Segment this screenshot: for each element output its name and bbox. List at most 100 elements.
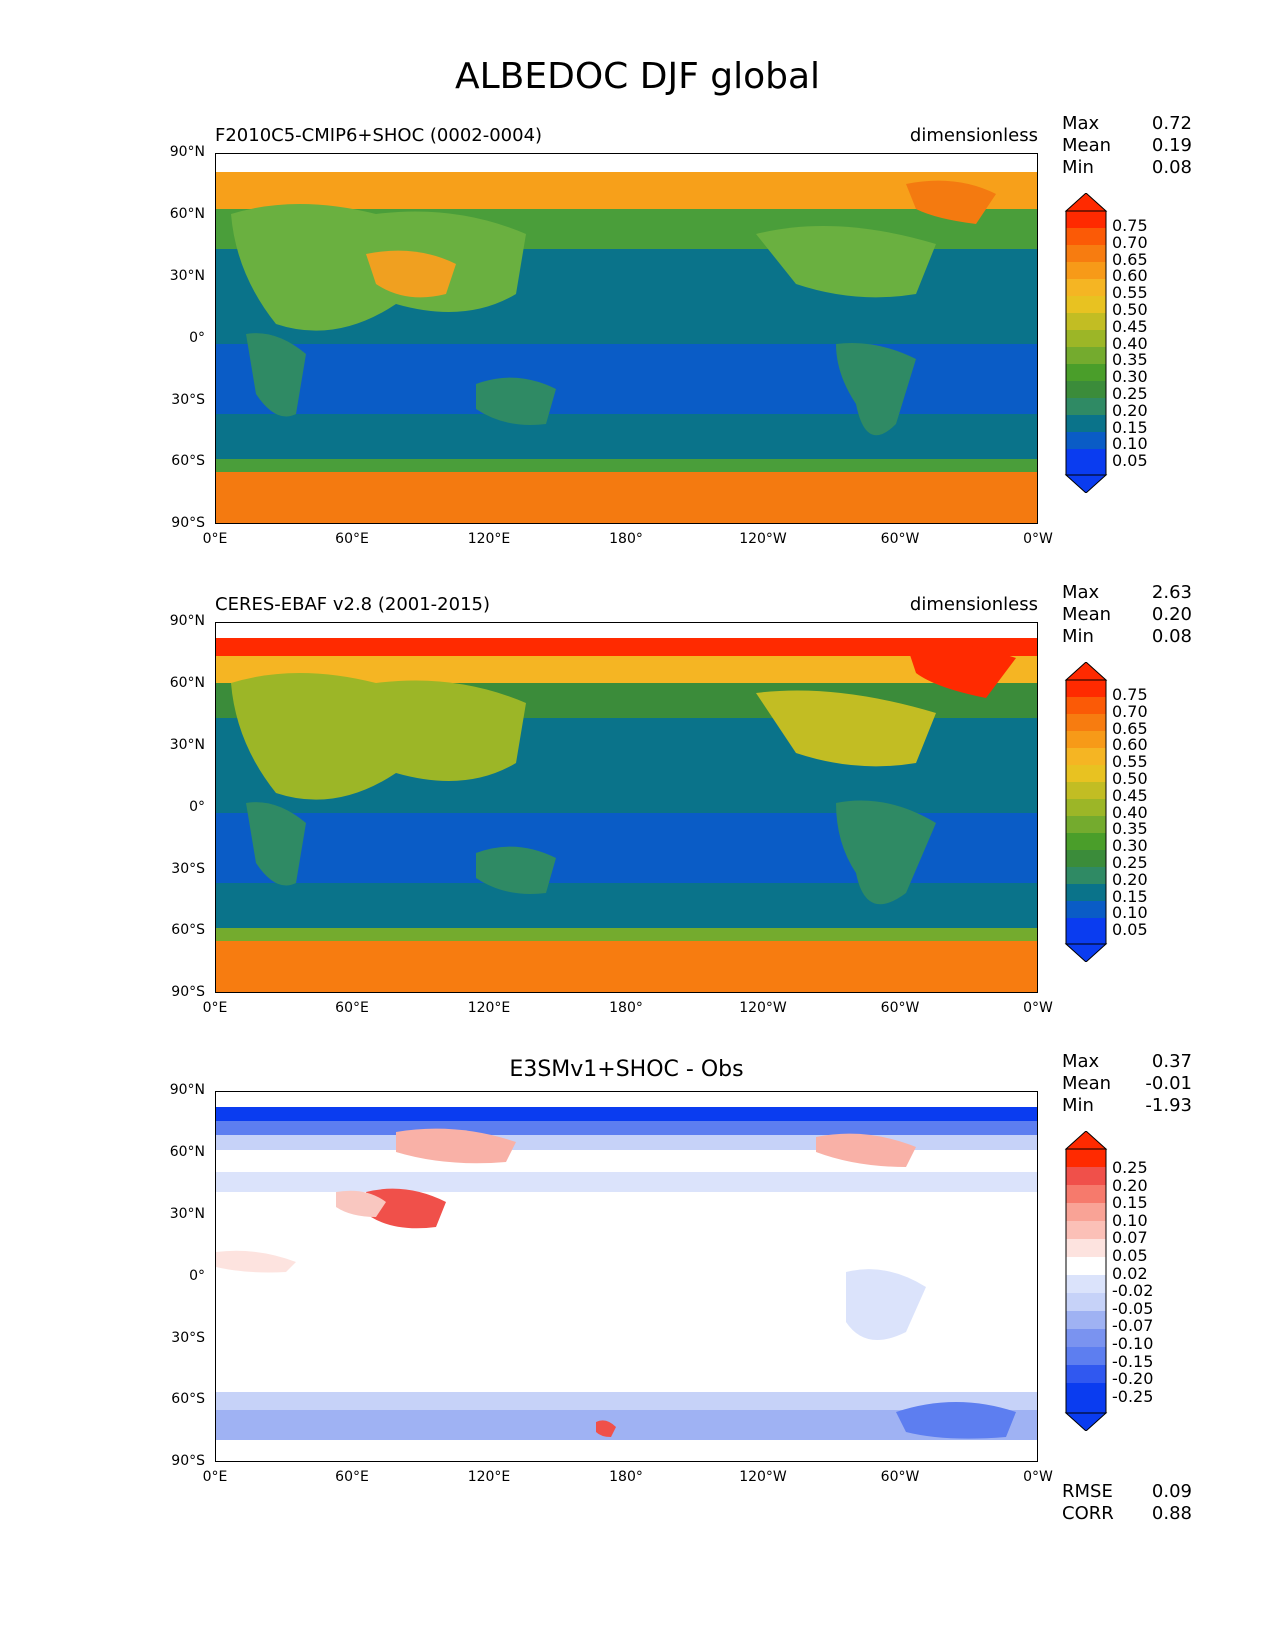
- min-label: Min: [1062, 626, 1094, 647]
- colorbar-labels: 0.75 0.70 0.65 0.60 0.55 0.50 0.45 0.40 …: [1112, 685, 1148, 940]
- y-tick: 0°: [189, 799, 205, 815]
- colorbar-label: -0.07: [1112, 1316, 1154, 1336]
- map-svg: [216, 154, 1037, 523]
- colorbar-label: 0.02: [1112, 1263, 1148, 1283]
- x-tick: 0°E: [202, 1000, 228, 1016]
- x-tick: 120°E: [467, 531, 511, 547]
- colorbar-label: 0.35: [1112, 819, 1148, 839]
- min-label: Min: [1062, 1095, 1094, 1116]
- colorbar-label: 0.25: [1112, 852, 1148, 872]
- x-tick: 120°W: [739, 1469, 787, 1485]
- y-tick: 0°: [189, 330, 205, 346]
- y-tick: 30°N: [169, 268, 205, 284]
- corr-value: 0.88: [1151, 1503, 1192, 1524]
- stats-box: Max 0.37 Mean -0.01 Min -1.93: [1062, 1051, 1192, 1117]
- colorbar-label: 0.10: [1112, 903, 1148, 923]
- y-tick: 90°N: [169, 613, 205, 629]
- y-tick: 90°N: [169, 1082, 205, 1098]
- mean-value: -0.01: [1145, 1073, 1192, 1094]
- panel-title: E3SMv1+SHOC - Obs: [509, 1057, 744, 1082]
- colorbar-label: 0.50: [1112, 768, 1148, 788]
- y-tick: 90°S: [171, 984, 205, 1000]
- stats-box: Max 2.63 Mean 0.20 Min 0.08: [1062, 582, 1192, 648]
- map-observation: [215, 622, 1038, 993]
- x-tick: 120°W: [739, 1000, 787, 1016]
- corr-label: CORR: [1062, 1503, 1114, 1524]
- rmse-label: RMSE: [1062, 1481, 1113, 1502]
- colorbar-label: 0.10: [1112, 1210, 1148, 1230]
- max-value: 2.63: [1151, 582, 1192, 603]
- colorbar-labels: 0.75 0.70 0.65 0.60 0.55 0.50 0.45 0.40 …: [1112, 216, 1148, 470]
- colorbar-label: -0.05: [1112, 1298, 1154, 1318]
- colorbar-label: 0.65: [1112, 718, 1148, 738]
- x-tick: 120°W: [739, 531, 787, 547]
- colorbar-label: 0.15: [1112, 1193, 1148, 1213]
- x-tick: 60°W: [880, 1469, 920, 1485]
- y-tick: 30°N: [169, 1206, 205, 1222]
- y-tick: 60°N: [169, 1144, 205, 1160]
- x-tick: 180°: [609, 531, 643, 547]
- x-tick: 60°W: [880, 531, 920, 547]
- panel-units: dimensionless: [909, 125, 1038, 146]
- colorbar-label: 0.15: [1112, 886, 1148, 906]
- colorbar-label: 0.25: [1112, 383, 1148, 403]
- colorbar-label: 0.45: [1112, 785, 1148, 805]
- colorbar-label: 0.35: [1112, 350, 1148, 370]
- colorbar-label: 0.05: [1112, 1245, 1148, 1265]
- y-tick: 30°S: [171, 392, 205, 408]
- mean-label: Mean: [1062, 135, 1112, 156]
- max-label: Max: [1062, 113, 1100, 134]
- colorbar: 0.75 0.70 0.65 0.60 0.55 0.50 0.45 0.40 …: [1062, 661, 1212, 963]
- y-tick: 30°S: [171, 1330, 205, 1346]
- y-tick: 60°N: [169, 675, 205, 691]
- x-tick: 0°W: [1023, 1469, 1053, 1485]
- x-tick: 120°E: [467, 1469, 511, 1485]
- map-svg: [216, 623, 1037, 992]
- min-label: Min: [1062, 157, 1094, 178]
- y-tick: 90°S: [171, 1453, 205, 1469]
- y-tick: 90°S: [171, 515, 205, 531]
- x-tick: 60°E: [335, 1469, 369, 1485]
- colorbar-label: 0.45: [1112, 316, 1148, 336]
- colorbar-label: 0.65: [1112, 249, 1148, 269]
- max-label: Max: [1062, 1051, 1100, 1072]
- colorbar-label: 0.75: [1112, 216, 1148, 235]
- rmse-value: 0.09: [1151, 1481, 1192, 1502]
- colorbar-label: 0.60: [1112, 266, 1148, 286]
- mean-label: Mean: [1062, 604, 1112, 625]
- mean-value: 0.19: [1151, 135, 1192, 156]
- colorbar-label: 0.60: [1112, 735, 1148, 755]
- colorbar-labels: 0.25 0.20 0.15 0.10 0.07 0.05 0.02 -0.02…: [1112, 1159, 1153, 1405]
- y-tick: 60°N: [169, 206, 205, 222]
- colorbar-label: 0.40: [1112, 333, 1148, 353]
- colorbar-label: 0.40: [1112, 802, 1148, 822]
- max-label: Max: [1062, 582, 1100, 603]
- colorbar-label: 0.50: [1112, 299, 1148, 319]
- colorbar-label: 0.15: [1112, 417, 1148, 437]
- min-value: 0.08: [1151, 157, 1192, 178]
- colorbar-label: 0.75: [1112, 685, 1148, 704]
- colorbar-svg: [1064, 1130, 1108, 1432]
- x-tick: 180°: [609, 1469, 643, 1485]
- colorbar-label: 0.05: [1112, 920, 1148, 940]
- max-value: 0.72: [1151, 113, 1192, 134]
- colorbar-label: -0.10: [1112, 1333, 1154, 1353]
- panel-title: CERES-EBAF v2.8 (2001-2015): [215, 594, 491, 615]
- colorbar-label: -0.20: [1112, 1369, 1154, 1389]
- colorbar-label: 0.55: [1112, 752, 1148, 772]
- colorbar: 0.25 0.20 0.15 0.10 0.07 0.05 0.02 -0.02…: [1062, 1130, 1212, 1432]
- x-tick: 0°W: [1023, 1000, 1053, 1016]
- x-tick: 180°: [609, 1000, 643, 1016]
- colorbar-label: 0.70: [1112, 701, 1148, 721]
- colorbar-label: 0.07: [1112, 1228, 1148, 1248]
- map-svg: [216, 1092, 1037, 1461]
- x-tick: 60°W: [880, 1000, 920, 1016]
- colorbar-label: 0.55: [1112, 283, 1148, 303]
- panel-observation: CERES-EBAF v2.8 (2001-2015) dimensionles…: [0, 582, 1275, 1062]
- map-model: [215, 153, 1038, 524]
- x-tick: 0°E: [202, 531, 228, 547]
- y-tick: 30°S: [171, 861, 205, 877]
- x-tick: 60°E: [335, 531, 369, 547]
- mean-label: Mean: [1062, 1073, 1112, 1094]
- colorbar-label: 0.25: [1112, 1158, 1148, 1177]
